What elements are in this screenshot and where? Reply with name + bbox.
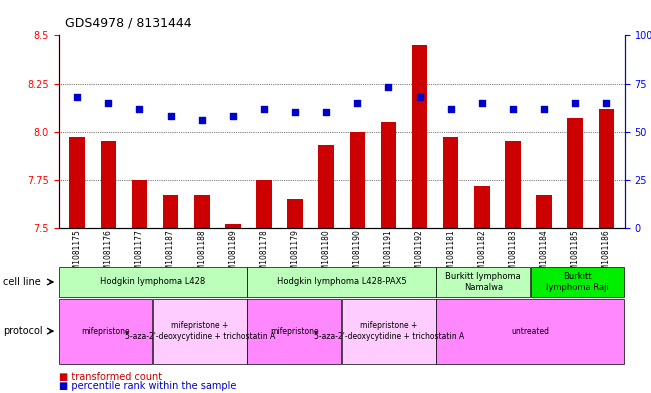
Bar: [318, 145, 334, 228]
Bar: [568, 118, 583, 228]
Bar: [225, 224, 241, 228]
Text: Burkitt lymphoma
Namalwa: Burkitt lymphoma Namalwa: [445, 272, 521, 292]
Bar: [412, 45, 427, 228]
Point: [477, 99, 487, 106]
Point: [103, 99, 113, 106]
Bar: [70, 138, 85, 228]
Text: Hodgkin lymphoma L428: Hodgkin lymphoma L428: [100, 277, 206, 286]
Text: cell line: cell line: [3, 277, 41, 287]
Point: [321, 109, 331, 116]
Text: protocol: protocol: [3, 326, 43, 336]
Text: mifepristone: mifepristone: [81, 327, 130, 336]
Bar: [443, 138, 458, 228]
Text: GDS4978 / 8131444: GDS4978 / 8131444: [65, 17, 192, 29]
Bar: [101, 141, 116, 228]
Point: [228, 113, 238, 119]
Bar: [505, 141, 521, 228]
Point: [72, 94, 83, 100]
Bar: [163, 195, 178, 228]
Point: [197, 117, 207, 123]
Text: ■ transformed count: ■ transformed count: [59, 373, 161, 382]
Point: [383, 84, 394, 90]
Point: [508, 105, 518, 112]
Point: [290, 109, 300, 116]
Point: [352, 99, 363, 106]
Text: mifepristone: mifepristone: [270, 327, 319, 336]
Bar: [474, 185, 490, 228]
Bar: [381, 122, 396, 228]
Point: [165, 113, 176, 119]
Bar: [598, 108, 614, 228]
Point: [258, 105, 269, 112]
Text: ■ percentile rank within the sample: ■ percentile rank within the sample: [59, 381, 236, 391]
Point: [539, 105, 549, 112]
Point: [134, 105, 145, 112]
Point: [601, 99, 611, 106]
Text: Burkitt
lymphoma Raji: Burkitt lymphoma Raji: [546, 272, 609, 292]
Text: Hodgkin lymphoma L428-PAX5: Hodgkin lymphoma L428-PAX5: [277, 277, 407, 286]
Point: [445, 105, 456, 112]
Bar: [132, 180, 147, 228]
Point: [415, 94, 425, 100]
Bar: [287, 199, 303, 228]
Text: untreated: untreated: [512, 327, 549, 336]
Text: mifepristone +
5-aza-2'-deoxycytidine + trichostatin A: mifepristone + 5-aza-2'-deoxycytidine + …: [125, 321, 275, 341]
Bar: [256, 180, 271, 228]
Bar: [194, 195, 210, 228]
Bar: [350, 132, 365, 228]
Bar: [536, 195, 552, 228]
Point: [570, 99, 581, 106]
Text: mifepristone +
5-aza-2'-deoxycytidine + trichostatin A: mifepristone + 5-aza-2'-deoxycytidine + …: [314, 321, 464, 341]
